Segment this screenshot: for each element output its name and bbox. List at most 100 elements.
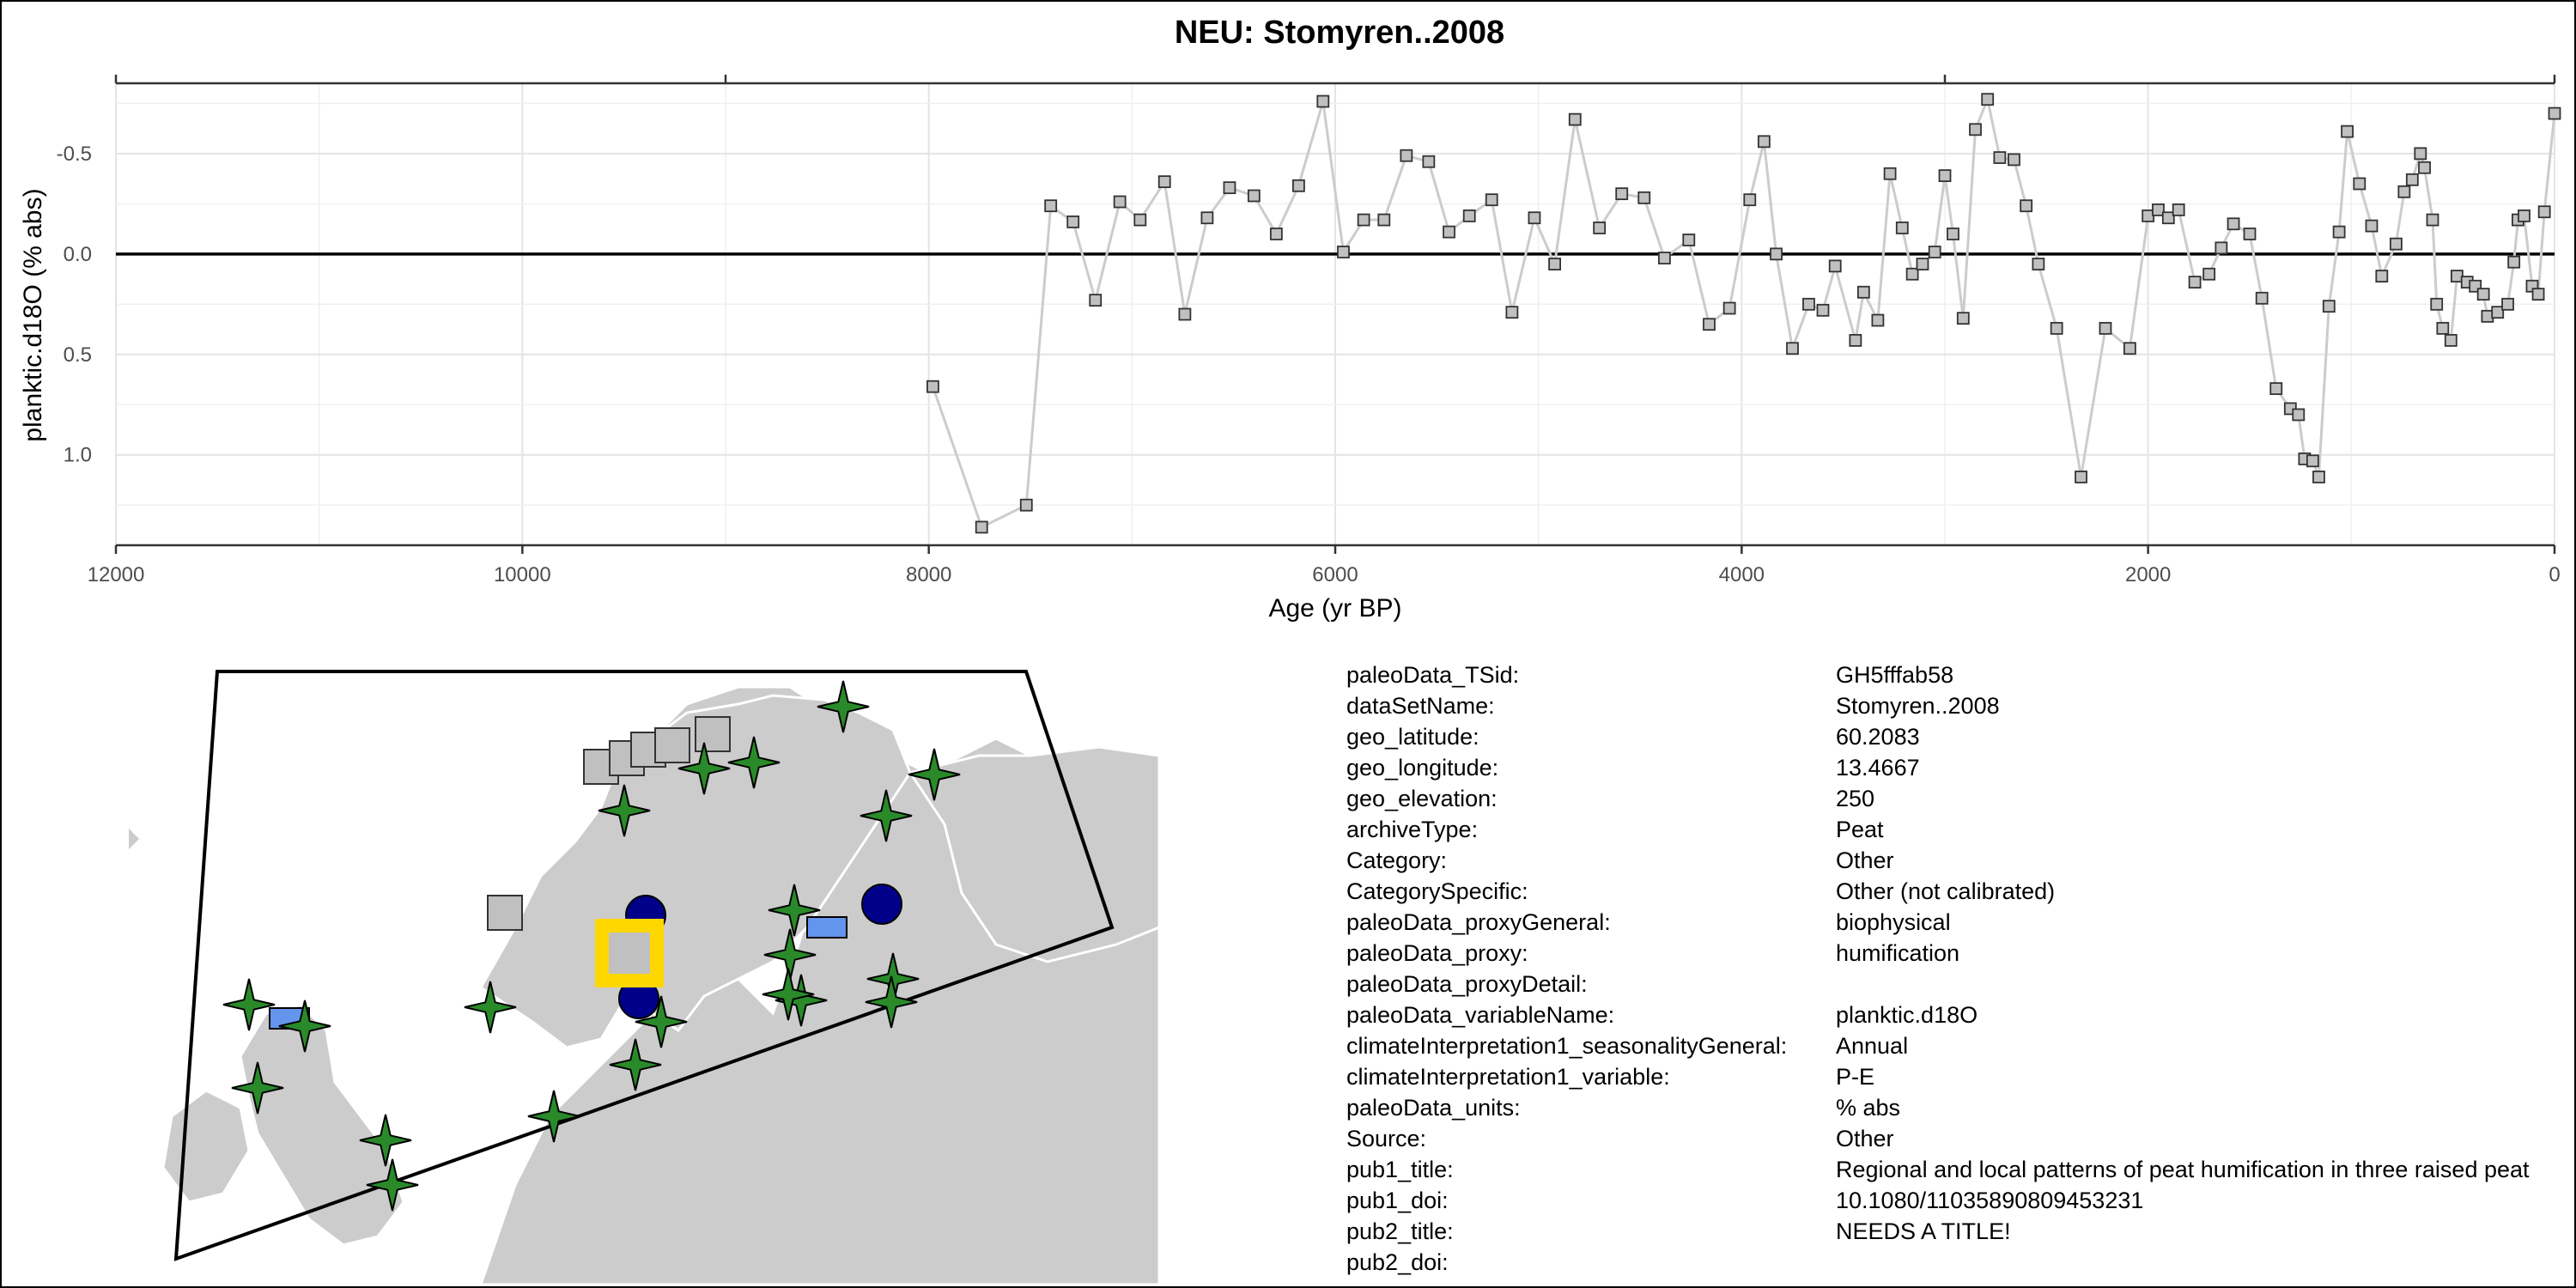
data-point [2152, 203, 2165, 216]
chart-title: NEU: Stomyren..2008 [1175, 15, 1504, 51]
metadata-row: paleoData_proxyGeneral: biophysical [1346, 907, 2566, 938]
y-tick-label: 0.5 [64, 343, 92, 367]
metadata-key: paleoData_TSid: [1346, 662, 1520, 688]
star-site-icon [598, 784, 651, 837]
square-site-icon [695, 716, 731, 752]
data-point [1528, 211, 1541, 225]
metadata-key: pub2_doi: [1346, 1249, 1449, 1275]
metadata-key: pub1_title: [1346, 1157, 1454, 1182]
data-point [1157, 175, 1171, 189]
data-point [1462, 209, 1476, 222]
metadata-row: geo_latitude: 60.2083 [1346, 721, 2566, 752]
data-point [927, 380, 939, 393]
metadata-key: climateInterpretation1_variable: [1346, 1064, 1670, 1090]
data-point [2418, 161, 2431, 174]
data-point [2188, 276, 2202, 289]
data-point [1422, 155, 1436, 168]
x-tick-label: 10000 [494, 563, 551, 586]
land-uk [239, 1003, 405, 1247]
metadata-row: pub1_doi: 10.1080/11035890809453231 [1346, 1185, 2566, 1216]
data-point [1883, 167, 1897, 180]
metadata-key: dataSetName: [1346, 693, 1495, 719]
data-point [2306, 454, 2319, 468]
data-point [1089, 294, 1103, 307]
metadata-row: geo_longitude: 13.4667 [1346, 752, 2566, 783]
metadata-row: archiveType: Peat [1346, 814, 2566, 845]
metadata-key: Category: [1346, 848, 1448, 873]
data-point [2227, 217, 2240, 231]
data-point [2375, 270, 2389, 283]
data-point [2020, 199, 2033, 213]
data-point [1856, 285, 1870, 299]
data-point [2215, 241, 2228, 255]
data-point [1928, 246, 1941, 258]
map-projection-outline [173, 670, 1115, 1261]
data-point [1377, 213, 1391, 227]
data-point [1947, 228, 1959, 240]
metadata-row: dataSetName: Stomyren..2008 [1346, 690, 2566, 721]
data-point [2444, 334, 2458, 347]
data-point [1916, 258, 1929, 270]
data-point [2269, 382, 2283, 395]
star-site-icon [231, 1061, 284, 1115]
star-site-icon [366, 1158, 419, 1212]
data-point [1044, 199, 1058, 213]
data-point [2243, 228, 2257, 240]
plot-area: 12000 10000 8000 6000 4000 2000 0 -0.5 0.0 0.5 1.0 [57, 75, 2561, 586]
data-point [1019, 498, 1033, 512]
metadata-row: climateInterpretation1_variable: P-E [1346, 1061, 2566, 1092]
data-point [2430, 297, 2444, 311]
metadata-row: Category: Other [1346, 845, 2566, 876]
data-point [1443, 225, 1455, 239]
data-point [1178, 307, 1192, 321]
metadata-value: Other [1836, 848, 1894, 873]
star-site-icon [908, 748, 961, 801]
metadata-value: planktic.d18O [1836, 1002, 1978, 1028]
data-point [1722, 301, 1736, 315]
highlight-site-icon [595, 919, 664, 987]
land-ireland [161, 1089, 251, 1204]
data-point [2050, 321, 2063, 335]
star-site-icon [278, 999, 331, 1053]
data-point [2414, 147, 2427, 161]
data-point [2436, 321, 2450, 335]
y-tick-label: -0.5 [57, 143, 92, 166]
data-point [2548, 106, 2561, 120]
data-point [1548, 258, 1561, 270]
metadata-key: paleoData_units: [1346, 1095, 1521, 1121]
data-point [2353, 177, 2366, 191]
metadata-value: GH5fffab58 [1836, 662, 1954, 688]
metadata-value: 60.2083 [1836, 724, 1920, 750]
metadata-row: geo_elevation: 250 [1346, 783, 2566, 814]
star-site-icon [527, 1090, 580, 1143]
data-point [2518, 209, 2530, 222]
data-point [1703, 318, 1716, 331]
data-point [1757, 135, 1771, 149]
metadata-row: paleoData_TSid: GH5fffab58 [1346, 659, 2566, 690]
data-point [1871, 313, 1885, 327]
data-point [1743, 193, 1757, 207]
y-tick-label: 0.0 [64, 243, 92, 266]
metadata-value: % abs [1836, 1095, 1901, 1121]
data-point [2292, 408, 2306, 422]
data-point [1828, 259, 1842, 273]
metadata-value: NEEDS A TITLE! [1836, 1218, 2011, 1244]
data-point [1066, 215, 1080, 228]
metadata-value: biophysical [1836, 909, 1951, 935]
x-tick-label: 6000 [1312, 563, 1358, 586]
metadata-value: Other [1836, 1126, 1894, 1151]
metadata-row: paleoData_variableName: planktic.d18O [1346, 999, 2566, 1030]
y-tick-label: 1.0 [64, 444, 92, 467]
metadata-key: paleoData_proxy: [1346, 940, 1528, 966]
rect-site-icon [806, 916, 848, 939]
metadata-value: Annual [1836, 1033, 1909, 1059]
data-point [2075, 471, 2087, 483]
data-point [1682, 234, 1696, 246]
data-point [2537, 205, 2551, 219]
metadata-value: Stomyren..2008 [1836, 693, 2000, 719]
metadata-row: paleoData_proxyDetail: [1346, 969, 2566, 999]
metadata-value: P-E [1836, 1064, 1875, 1090]
star-site-icon [609, 1038, 662, 1091]
data-point [2032, 258, 2045, 270]
timeseries-chart: NEU: Stomyren..2008 12000 10000 8000 6000 40… [19, 15, 2561, 623]
